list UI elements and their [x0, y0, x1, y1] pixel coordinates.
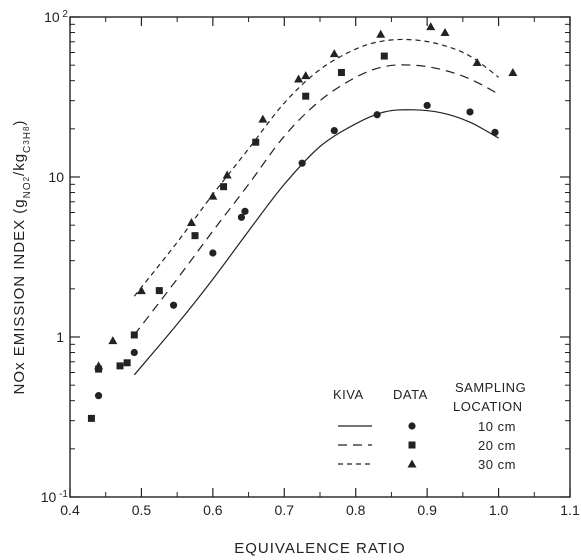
y-label-close: )	[11, 120, 28, 126]
y-tick-exponent: -1	[56, 489, 68, 500]
x-tick-label: 1.1	[560, 502, 580, 518]
kiva-curve-30cm	[133, 38, 499, 297]
legend-header-kiva: KIVA	[333, 387, 364, 402]
data-point-square	[123, 359, 131, 367]
data-points	[87, 22, 518, 422]
x-tick-label: 0.4	[60, 502, 80, 518]
data-point-circle	[423, 101, 431, 110]
data-point-circle	[241, 207, 249, 215]
y-label-sub2b: 3	[22, 139, 31, 144]
y-tick-label: 10 -1	[41, 489, 69, 506]
data-point-triangle	[208, 191, 218, 200]
data-point-triangle	[329, 49, 339, 58]
data-point-square	[116, 362, 124, 370]
x-tick-label: 0.7	[275, 502, 295, 518]
data-point-triangle	[136, 286, 146, 295]
kiva-curve-20cm	[133, 64, 499, 336]
data-point-square	[220, 183, 228, 191]
legend-marker-circle	[408, 422, 416, 430]
x-tick-label: 0.6	[203, 502, 223, 518]
x-tick-labels: 0.4 0.5 0.6 0.7 0.8 0.9 1.0 1.1	[60, 502, 580, 518]
data-point-circle	[373, 111, 381, 119]
y-label-main: NOx EMISSION INDEX (g	[11, 198, 28, 394]
y-tick-base: 1	[56, 329, 64, 345]
y-label-sub1: NO	[22, 181, 33, 198]
data-point-square	[380, 52, 388, 60]
data-point-square	[87, 414, 95, 422]
data-point-circle	[330, 126, 338, 135]
data-point-triangle	[440, 28, 450, 37]
y-label-sub2c: H	[22, 131, 33, 139]
svg-text:NOx EMISSION INDEX (gNO2/kgC3H: NOx EMISSION INDEX (gNO2/kgC3H8)	[11, 120, 33, 395]
x-tick-label: 1.0	[489, 502, 509, 518]
data-point-triangle	[94, 361, 104, 370]
legend-entry-20cm: 20 cm	[478, 438, 516, 453]
y-tick-exponent: 2	[60, 9, 69, 20]
data-point-circle	[491, 128, 499, 136]
legend-header-location: LOCATION	[453, 399, 523, 414]
y-label-sub1b: 2	[22, 176, 31, 181]
data-point-triangle	[376, 29, 386, 38]
y-label-sub2d: 8	[22, 126, 31, 131]
data-point-square	[130, 331, 138, 339]
data-point-triangle	[426, 22, 436, 31]
legend-marker-triangle	[407, 459, 417, 468]
data-point-square	[302, 92, 310, 100]
y-tick-label: 1	[56, 329, 64, 345]
data-point-circle	[298, 159, 306, 167]
y-label-slash: /kg	[11, 153, 28, 176]
axis-ticks	[69, 16, 571, 498]
kiva-curve-10cm	[133, 109, 499, 376]
y-axis-label: NOx EMISSION INDEX (gNO2/kgC3H8)	[11, 120, 33, 395]
y-tick-base: 10	[41, 489, 57, 505]
y-label-sub2: C	[22, 145, 33, 153]
data-point-triangle	[222, 170, 232, 179]
data-point-triangle	[108, 336, 118, 345]
data-point-square	[155, 287, 163, 295]
data-point-circle	[237, 213, 246, 221]
kiva-curves	[133, 38, 499, 376]
x-axis-label: EQUIVALENCE RATIO	[234, 540, 405, 557]
data-point-square	[191, 232, 199, 240]
data-point-circle	[94, 392, 103, 400]
legend-entry-10cm: 10 cm	[478, 419, 516, 434]
data-point-circle	[466, 108, 474, 116]
data-point-triangle	[258, 114, 268, 123]
legend-header-sampling: SAMPLING	[455, 380, 526, 395]
data-point-triangle	[508, 67, 518, 76]
x-tick-label: 0.8	[346, 502, 366, 518]
data-point-square	[252, 138, 260, 146]
legend-entry-30cm: 30 cm	[478, 457, 516, 472]
data-point-circle	[169, 301, 178, 309]
x-tick-label: 0.5	[132, 502, 152, 518]
y-tick-base: 10	[44, 9, 60, 25]
x-tick-label: 0.9	[417, 502, 437, 518]
data-point-triangle	[301, 71, 311, 80]
legend: KIVA DATA SAMPLING LOCATION 10 cm 20 cm …	[333, 380, 526, 472]
data-point-square	[337, 68, 345, 76]
data-point-circle	[130, 348, 138, 357]
legend-marker-square	[408, 441, 416, 449]
data-point-triangle	[294, 74, 304, 83]
data-point-circle	[209, 249, 217, 257]
legend-header-data: DATA	[393, 387, 428, 402]
y-tick-label: 10 2	[44, 9, 68, 26]
y-tick-label: 10	[48, 169, 64, 185]
data-point-triangle	[472, 57, 482, 66]
y-tick-base: 10	[48, 169, 64, 185]
data-point-triangle	[186, 217, 196, 226]
